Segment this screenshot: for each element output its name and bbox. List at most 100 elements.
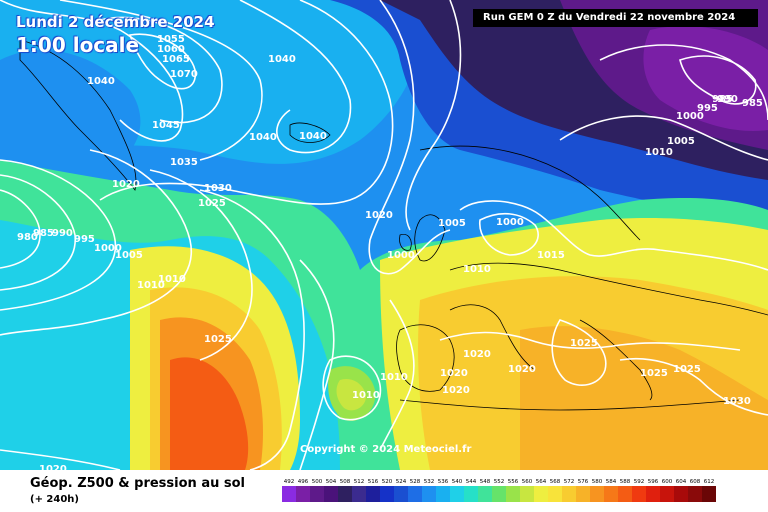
britain-coast [414, 214, 446, 262]
scale-label: 532 [423, 479, 435, 485]
scale-swatch [604, 486, 618, 502]
scale-step: 568 [548, 478, 562, 502]
scale-swatch [688, 486, 702, 502]
coastlines [19, 39, 768, 411]
ireland-coast [399, 233, 412, 251]
scale-label: 596 [647, 479, 659, 485]
isobar-label: 1040 [299, 131, 327, 142]
isobar-label: 1030 [204, 183, 232, 194]
map-title: Géop. Z500 & pression au sol [30, 476, 245, 491]
scale-label: 520 [381, 479, 393, 485]
scale-swatch [296, 486, 310, 502]
scale-step: 540 [450, 478, 464, 502]
scale-step: 588 [618, 478, 632, 502]
isobar [0, 0, 184, 142]
isobar-label: 1005 [115, 250, 143, 261]
scale-swatch [324, 486, 338, 502]
scale-swatch [478, 486, 492, 502]
scale-swatch [548, 486, 562, 502]
isobar-labels: 1055 1060 1065 1070 1040 1040 1045 1040 … [17, 34, 763, 470]
isobar [199, 189, 305, 470]
scale-swatch [576, 486, 590, 502]
isobar [439, 331, 741, 351]
zone-greenland [0, 50, 141, 182]
scale-step: 604 [674, 478, 688, 502]
isobar [379, 299, 415, 451]
isobar-label: 990 [717, 94, 738, 105]
scale-step: 576 [576, 478, 590, 502]
scale-label: 580 [591, 479, 603, 485]
isobar-label: 1005 [438, 218, 466, 229]
scale-label: 600 [661, 479, 673, 485]
isobar [0, 159, 117, 311]
isobar [551, 319, 607, 386]
isobar-label: 1025 [570, 338, 598, 349]
scale-swatch [702, 486, 716, 502]
scale-label: 544 [465, 479, 477, 485]
isobar [368, 0, 451, 275]
isobar-label: 1020 [508, 364, 536, 375]
scale-step: 592 [632, 478, 646, 502]
scale-swatch [464, 486, 478, 502]
scale-step: 608 [688, 478, 702, 502]
isobar-label: 1000 [496, 217, 524, 228]
isobar-label: 1045 [152, 120, 180, 131]
scale-step: 572 [562, 478, 576, 502]
scale-step: 524 [394, 478, 408, 502]
isobar [405, 0, 462, 231]
scale-swatch [660, 486, 674, 502]
isobar-label: 1020 [442, 385, 470, 396]
copyright: Copyright © 2024 Meteociel.fr [300, 444, 472, 455]
scale-swatch [394, 486, 408, 502]
zone-azores-ridge-red [170, 357, 249, 470]
zone-mediterranean-ridge [520, 326, 768, 470]
scale-swatch [674, 486, 688, 502]
scale-label: 508 [339, 479, 351, 485]
isobar-label: 985 [33, 228, 54, 239]
isobar-label: 990 [52, 228, 73, 239]
scale-step: 512 [352, 478, 366, 502]
scale-label: 564 [535, 479, 547, 485]
scale-step: 496 [296, 478, 310, 502]
isobar [299, 259, 335, 470]
isobar-label: 980 [17, 232, 38, 243]
isobar-label: 1010 [352, 390, 380, 401]
scale-label: 560 [521, 479, 533, 485]
scale-swatch [408, 486, 422, 502]
isobar [459, 200, 768, 271]
run-banner: Run GEM 0 Z du Vendredi 22 novembre 2024 [473, 9, 758, 27]
scale-swatch [506, 486, 520, 502]
geopotential-map: 1055 1060 1065 1070 1040 1040 1045 1040 … [0, 0, 768, 470]
isobar-label: 1025 [640, 368, 668, 379]
isobar-label: 995 [74, 234, 95, 245]
north-europe-coast [449, 262, 768, 316]
isobar [59, 0, 263, 161]
isobar-label: 1010 [158, 274, 186, 285]
scale-label: 540 [451, 479, 463, 485]
france-italy-coast [449, 304, 536, 371]
isobar-label: 1060 [157, 44, 185, 55]
isobar-label: 1070 [170, 69, 198, 80]
isobar-label: 1055 [157, 34, 185, 45]
isobar-label: 1020 [463, 349, 491, 360]
isobar [619, 357, 768, 416]
isobar-label: 1030 [723, 396, 751, 407]
forecast-time: 1:00 locale [16, 33, 140, 57]
iceland-coast [289, 122, 331, 143]
isobar-label: 1010 [137, 280, 165, 291]
isobar-label: 985 [712, 94, 733, 105]
scale-swatch [492, 486, 506, 502]
isobar-label: 1010 [380, 372, 408, 383]
isobar-label: 1000 [676, 111, 704, 122]
scale-step: 564 [534, 478, 548, 502]
isobar [679, 55, 757, 105]
north-africa-coast [399, 399, 741, 411]
scale-swatch [632, 486, 646, 502]
scale-label: 604 [675, 479, 687, 485]
isobar [559, 115, 768, 161]
scale-swatch [520, 486, 534, 502]
scale-swatch [646, 486, 660, 502]
scale-swatch [310, 486, 324, 502]
scale-label: 536 [437, 479, 449, 485]
